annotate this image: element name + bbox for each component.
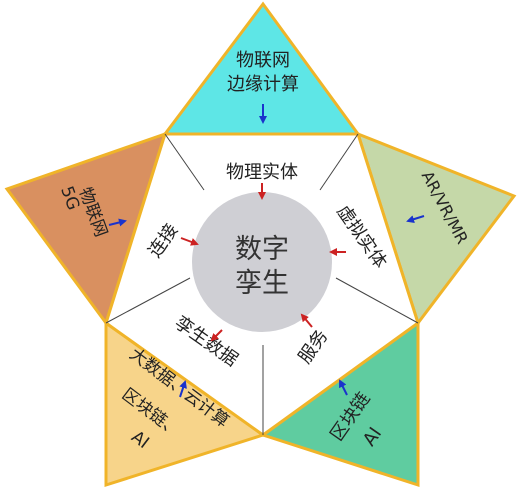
top-point-label-line1: 物联网 xyxy=(236,50,290,71)
center-label-line1: 数字 xyxy=(235,234,289,265)
arrow-bottom-right-point xyxy=(339,379,348,396)
arrow-service xyxy=(300,313,313,328)
segment-label-physical-entity: 物理实体 xyxy=(226,162,298,183)
top-point-label-line2: 边缘计算 xyxy=(227,74,299,95)
arrow-left-point xyxy=(108,218,127,227)
arrow-bottom-left-point xyxy=(179,380,187,398)
pentagon-dividers xyxy=(105,133,419,435)
arrow-connection xyxy=(180,237,199,246)
center-label-line2: 孪生 xyxy=(235,268,289,299)
arrow-twin-data xyxy=(210,329,223,342)
arrow-right-point xyxy=(406,215,425,224)
center-circle xyxy=(192,192,332,332)
